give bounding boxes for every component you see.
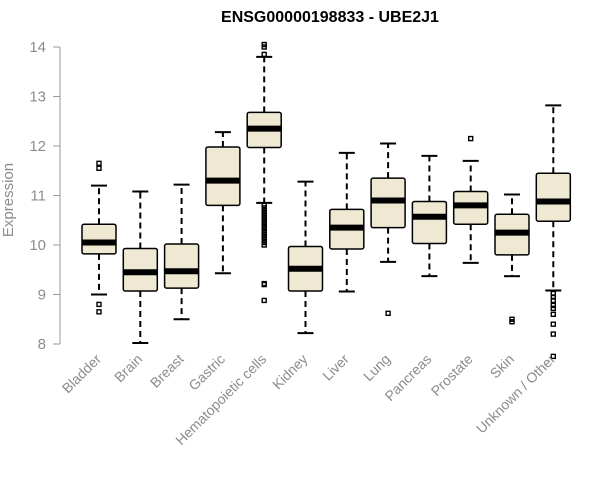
iqr-box xyxy=(411,200,448,245)
box-skin xyxy=(494,193,530,325)
box-brain xyxy=(122,190,159,345)
outlier-point xyxy=(261,41,267,48)
y-tick-label: 14 xyxy=(29,39,46,56)
x-tick-label: Liver xyxy=(319,351,352,384)
iqr-box xyxy=(205,146,241,207)
box-gastric xyxy=(205,131,241,275)
y-tick-label: 13 xyxy=(29,89,46,106)
x-tick-label: Kidney xyxy=(269,351,311,393)
outlier-point xyxy=(468,135,474,142)
box-hematopoietic-cells xyxy=(246,41,282,304)
box-liver xyxy=(329,151,365,293)
outlier-point xyxy=(550,305,556,312)
outlier-point xyxy=(550,321,556,327)
outlier-point xyxy=(509,316,515,322)
outlier-point xyxy=(550,311,556,317)
outlier-point xyxy=(261,202,267,209)
iqr-box xyxy=(535,172,572,222)
outlier-point xyxy=(261,297,267,304)
iqr-box xyxy=(163,243,200,289)
box-bladder xyxy=(81,160,117,315)
outlier-point xyxy=(96,160,102,167)
outlier-point xyxy=(96,165,102,171)
outlier-point xyxy=(261,51,267,58)
x-tick-label: Lung xyxy=(360,351,393,384)
outlier-point xyxy=(96,309,102,315)
y-tick-label: 12 xyxy=(29,138,46,155)
x-tick-label: Bladder xyxy=(59,351,105,397)
outlier-point xyxy=(261,280,267,287)
box-lung xyxy=(370,142,406,317)
outlier-point xyxy=(550,290,556,297)
x-tick-label: Brain xyxy=(111,351,145,385)
x-tick-label: Skin xyxy=(487,351,518,382)
y-tick-label: 10 xyxy=(29,237,46,254)
box-pancreas xyxy=(411,154,448,278)
x-tick-label: Prostate xyxy=(428,351,476,399)
box-unknown-other xyxy=(535,104,572,360)
box-breast xyxy=(163,183,200,321)
chart-title: ENSG00000198833 - UBE2J1 xyxy=(221,9,439,26)
outlier-point xyxy=(550,331,556,337)
box-kidney xyxy=(287,180,324,335)
y-axis-label: Expression xyxy=(0,163,17,237)
box-prostate xyxy=(452,135,489,264)
y-axis: 8 9 10 11 12 13 14 xyxy=(29,39,61,353)
outlier-point xyxy=(96,301,102,308)
y-tick-label: 8 xyxy=(38,336,46,353)
y-tick-label: 11 xyxy=(30,188,46,205)
x-tick-label: Breast xyxy=(147,351,187,391)
boxes-group xyxy=(81,41,572,360)
y-tick-label: 9 xyxy=(38,287,46,304)
outlier-point xyxy=(550,353,556,360)
outlier-point xyxy=(385,310,391,317)
outlier-point xyxy=(550,302,556,309)
iqr-box xyxy=(81,223,117,255)
